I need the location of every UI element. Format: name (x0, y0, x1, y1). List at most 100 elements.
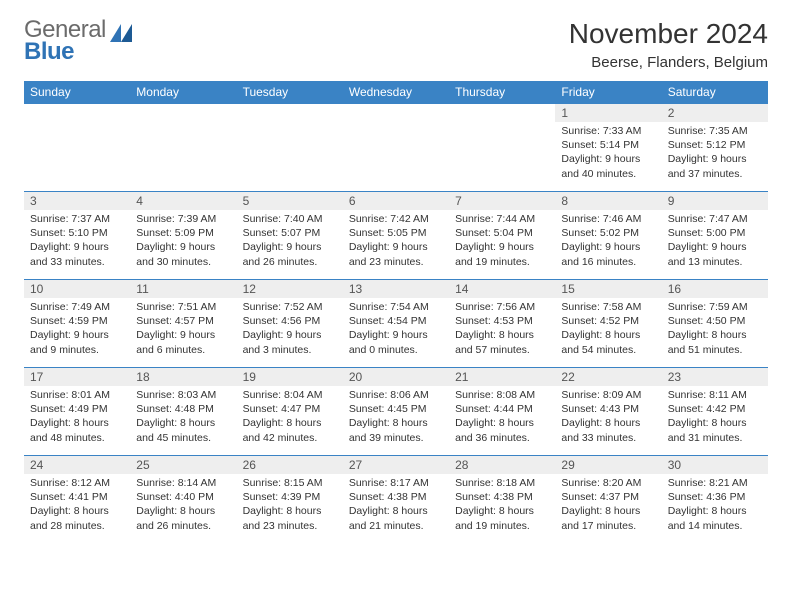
location: Beerse, Flanders, Belgium (569, 54, 768, 71)
day-number: 10 (24, 280, 130, 298)
day-details: Sunrise: 7:56 AMSunset: 4:53 PMDaylight:… (449, 298, 555, 361)
calendar-empty-cell (449, 104, 555, 192)
day-details: Sunrise: 7:44 AMSunset: 5:04 PMDaylight:… (449, 210, 555, 273)
day-number: 12 (237, 280, 343, 298)
header: General Blue November 2024 Beerse, Fland… (24, 18, 768, 71)
day-number: 24 (24, 456, 130, 474)
calendar-day-cell: 5Sunrise: 7:40 AMSunset: 5:07 PMDaylight… (237, 192, 343, 280)
day-number: 9 (662, 192, 768, 210)
day-details: Sunrise: 7:40 AMSunset: 5:07 PMDaylight:… (237, 210, 343, 273)
day-header: Wednesday (343, 81, 449, 104)
day-details: Sunrise: 7:47 AMSunset: 5:00 PMDaylight:… (662, 210, 768, 273)
day-details: Sunrise: 8:17 AMSunset: 4:38 PMDaylight:… (343, 474, 449, 537)
day-details: Sunrise: 7:52 AMSunset: 4:56 PMDaylight:… (237, 298, 343, 361)
calendar-day-cell: 6Sunrise: 7:42 AMSunset: 5:05 PMDaylight… (343, 192, 449, 280)
day-number: 18 (130, 368, 236, 386)
calendar-day-cell: 17Sunrise: 8:01 AMSunset: 4:49 PMDayligh… (24, 368, 130, 456)
calendar-body: 1Sunrise: 7:33 AMSunset: 5:14 PMDaylight… (24, 104, 768, 544)
day-details: Sunrise: 7:33 AMSunset: 5:14 PMDaylight:… (555, 122, 661, 185)
calendar-day-cell: 26Sunrise: 8:15 AMSunset: 4:39 PMDayligh… (237, 456, 343, 544)
day-details: Sunrise: 8:11 AMSunset: 4:42 PMDaylight:… (662, 386, 768, 449)
day-details: Sunrise: 7:59 AMSunset: 4:50 PMDaylight:… (662, 298, 768, 361)
day-details: Sunrise: 7:42 AMSunset: 5:05 PMDaylight:… (343, 210, 449, 273)
calendar-day-cell: 10Sunrise: 7:49 AMSunset: 4:59 PMDayligh… (24, 280, 130, 368)
day-details: Sunrise: 7:46 AMSunset: 5:02 PMDaylight:… (555, 210, 661, 273)
calendar-day-cell: 14Sunrise: 7:56 AMSunset: 4:53 PMDayligh… (449, 280, 555, 368)
day-number: 5 (237, 192, 343, 210)
calendar-day-cell: 20Sunrise: 8:06 AMSunset: 4:45 PMDayligh… (343, 368, 449, 456)
day-number: 21 (449, 368, 555, 386)
day-details: Sunrise: 7:54 AMSunset: 4:54 PMDaylight:… (343, 298, 449, 361)
day-details: Sunrise: 8:20 AMSunset: 4:37 PMDaylight:… (555, 474, 661, 537)
calendar-week-row: 3Sunrise: 7:37 AMSunset: 5:10 PMDaylight… (24, 192, 768, 280)
day-number: 17 (24, 368, 130, 386)
day-number: 25 (130, 456, 236, 474)
day-details: Sunrise: 8:21 AMSunset: 4:36 PMDaylight:… (662, 474, 768, 537)
calendar-day-cell: 7Sunrise: 7:44 AMSunset: 5:04 PMDaylight… (449, 192, 555, 280)
day-number: 22 (555, 368, 661, 386)
day-details: Sunrise: 7:35 AMSunset: 5:12 PMDaylight:… (662, 122, 768, 185)
page-title: November 2024 (569, 18, 768, 50)
day-details: Sunrise: 8:14 AMSunset: 4:40 PMDaylight:… (130, 474, 236, 537)
calendar-day-cell: 18Sunrise: 8:03 AMSunset: 4:48 PMDayligh… (130, 368, 236, 456)
day-number: 26 (237, 456, 343, 474)
day-header: Friday (555, 81, 661, 104)
day-number: 29 (555, 456, 661, 474)
day-header: Monday (130, 81, 236, 104)
day-details: Sunrise: 8:04 AMSunset: 4:47 PMDaylight:… (237, 386, 343, 449)
calendar-day-cell: 23Sunrise: 8:11 AMSunset: 4:42 PMDayligh… (662, 368, 768, 456)
calendar-day-cell: 28Sunrise: 8:18 AMSunset: 4:38 PMDayligh… (449, 456, 555, 544)
day-details: Sunrise: 8:01 AMSunset: 4:49 PMDaylight:… (24, 386, 130, 449)
day-header: Sunday (24, 81, 130, 104)
calendar-day-cell: 12Sunrise: 7:52 AMSunset: 4:56 PMDayligh… (237, 280, 343, 368)
day-number: 11 (130, 280, 236, 298)
day-number: 27 (343, 456, 449, 474)
calendar-day-cell: 21Sunrise: 8:08 AMSunset: 4:44 PMDayligh… (449, 368, 555, 456)
day-number: 16 (662, 280, 768, 298)
logo-text-block: General Blue (24, 18, 106, 64)
calendar-day-cell: 11Sunrise: 7:51 AMSunset: 4:57 PMDayligh… (130, 280, 236, 368)
calendar-day-cell: 8Sunrise: 7:46 AMSunset: 5:02 PMDaylight… (555, 192, 661, 280)
day-number: 23 (662, 368, 768, 386)
calendar-day-cell: 24Sunrise: 8:12 AMSunset: 4:41 PMDayligh… (24, 456, 130, 544)
calendar-week-row: 17Sunrise: 8:01 AMSunset: 4:49 PMDayligh… (24, 368, 768, 456)
calendar-header-row: SundayMondayTuesdayWednesdayThursdayFrid… (24, 81, 768, 104)
day-number: 8 (555, 192, 661, 210)
calendar-day-cell: 13Sunrise: 7:54 AMSunset: 4:54 PMDayligh… (343, 280, 449, 368)
day-details: Sunrise: 8:08 AMSunset: 4:44 PMDaylight:… (449, 386, 555, 449)
calendar-empty-cell (24, 104, 130, 192)
day-number: 14 (449, 280, 555, 298)
calendar-day-cell: 30Sunrise: 8:21 AMSunset: 4:36 PMDayligh… (662, 456, 768, 544)
day-details: Sunrise: 8:03 AMSunset: 4:48 PMDaylight:… (130, 386, 236, 449)
day-details: Sunrise: 8:09 AMSunset: 4:43 PMDaylight:… (555, 386, 661, 449)
calendar-day-cell: 4Sunrise: 7:39 AMSunset: 5:09 PMDaylight… (130, 192, 236, 280)
day-header: Thursday (449, 81, 555, 104)
calendar-day-cell: 16Sunrise: 7:59 AMSunset: 4:50 PMDayligh… (662, 280, 768, 368)
day-details: Sunrise: 7:39 AMSunset: 5:09 PMDaylight:… (130, 210, 236, 273)
day-details: Sunrise: 8:06 AMSunset: 4:45 PMDaylight:… (343, 386, 449, 449)
calendar-week-row: 24Sunrise: 8:12 AMSunset: 4:41 PMDayligh… (24, 456, 768, 544)
calendar-day-cell: 3Sunrise: 7:37 AMSunset: 5:10 PMDaylight… (24, 192, 130, 280)
day-number: 20 (343, 368, 449, 386)
day-number: 28 (449, 456, 555, 474)
calendar-day-cell: 1Sunrise: 7:33 AMSunset: 5:14 PMDaylight… (555, 104, 661, 192)
calendar-day-cell: 27Sunrise: 8:17 AMSunset: 4:38 PMDayligh… (343, 456, 449, 544)
day-number: 2 (662, 104, 768, 122)
day-number: 7 (449, 192, 555, 210)
day-details: Sunrise: 7:58 AMSunset: 4:52 PMDaylight:… (555, 298, 661, 361)
calendar-day-cell: 22Sunrise: 8:09 AMSunset: 4:43 PMDayligh… (555, 368, 661, 456)
day-details: Sunrise: 8:15 AMSunset: 4:39 PMDaylight:… (237, 474, 343, 537)
day-number: 6 (343, 192, 449, 210)
day-number: 1 (555, 104, 661, 122)
day-number: 15 (555, 280, 661, 298)
calendar-week-row: 10Sunrise: 7:49 AMSunset: 4:59 PMDayligh… (24, 280, 768, 368)
calendar-day-cell: 19Sunrise: 8:04 AMSunset: 4:47 PMDayligh… (237, 368, 343, 456)
calendar-day-cell: 29Sunrise: 8:20 AMSunset: 4:37 PMDayligh… (555, 456, 661, 544)
calendar-day-cell: 15Sunrise: 7:58 AMSunset: 4:52 PMDayligh… (555, 280, 661, 368)
day-details: Sunrise: 7:37 AMSunset: 5:10 PMDaylight:… (24, 210, 130, 273)
calendar-day-cell: 9Sunrise: 7:47 AMSunset: 5:00 PMDaylight… (662, 192, 768, 280)
calendar-week-row: 1Sunrise: 7:33 AMSunset: 5:14 PMDaylight… (24, 104, 768, 192)
day-number: 30 (662, 456, 768, 474)
day-number: 19 (237, 368, 343, 386)
day-details: Sunrise: 8:18 AMSunset: 4:38 PMDaylight:… (449, 474, 555, 537)
